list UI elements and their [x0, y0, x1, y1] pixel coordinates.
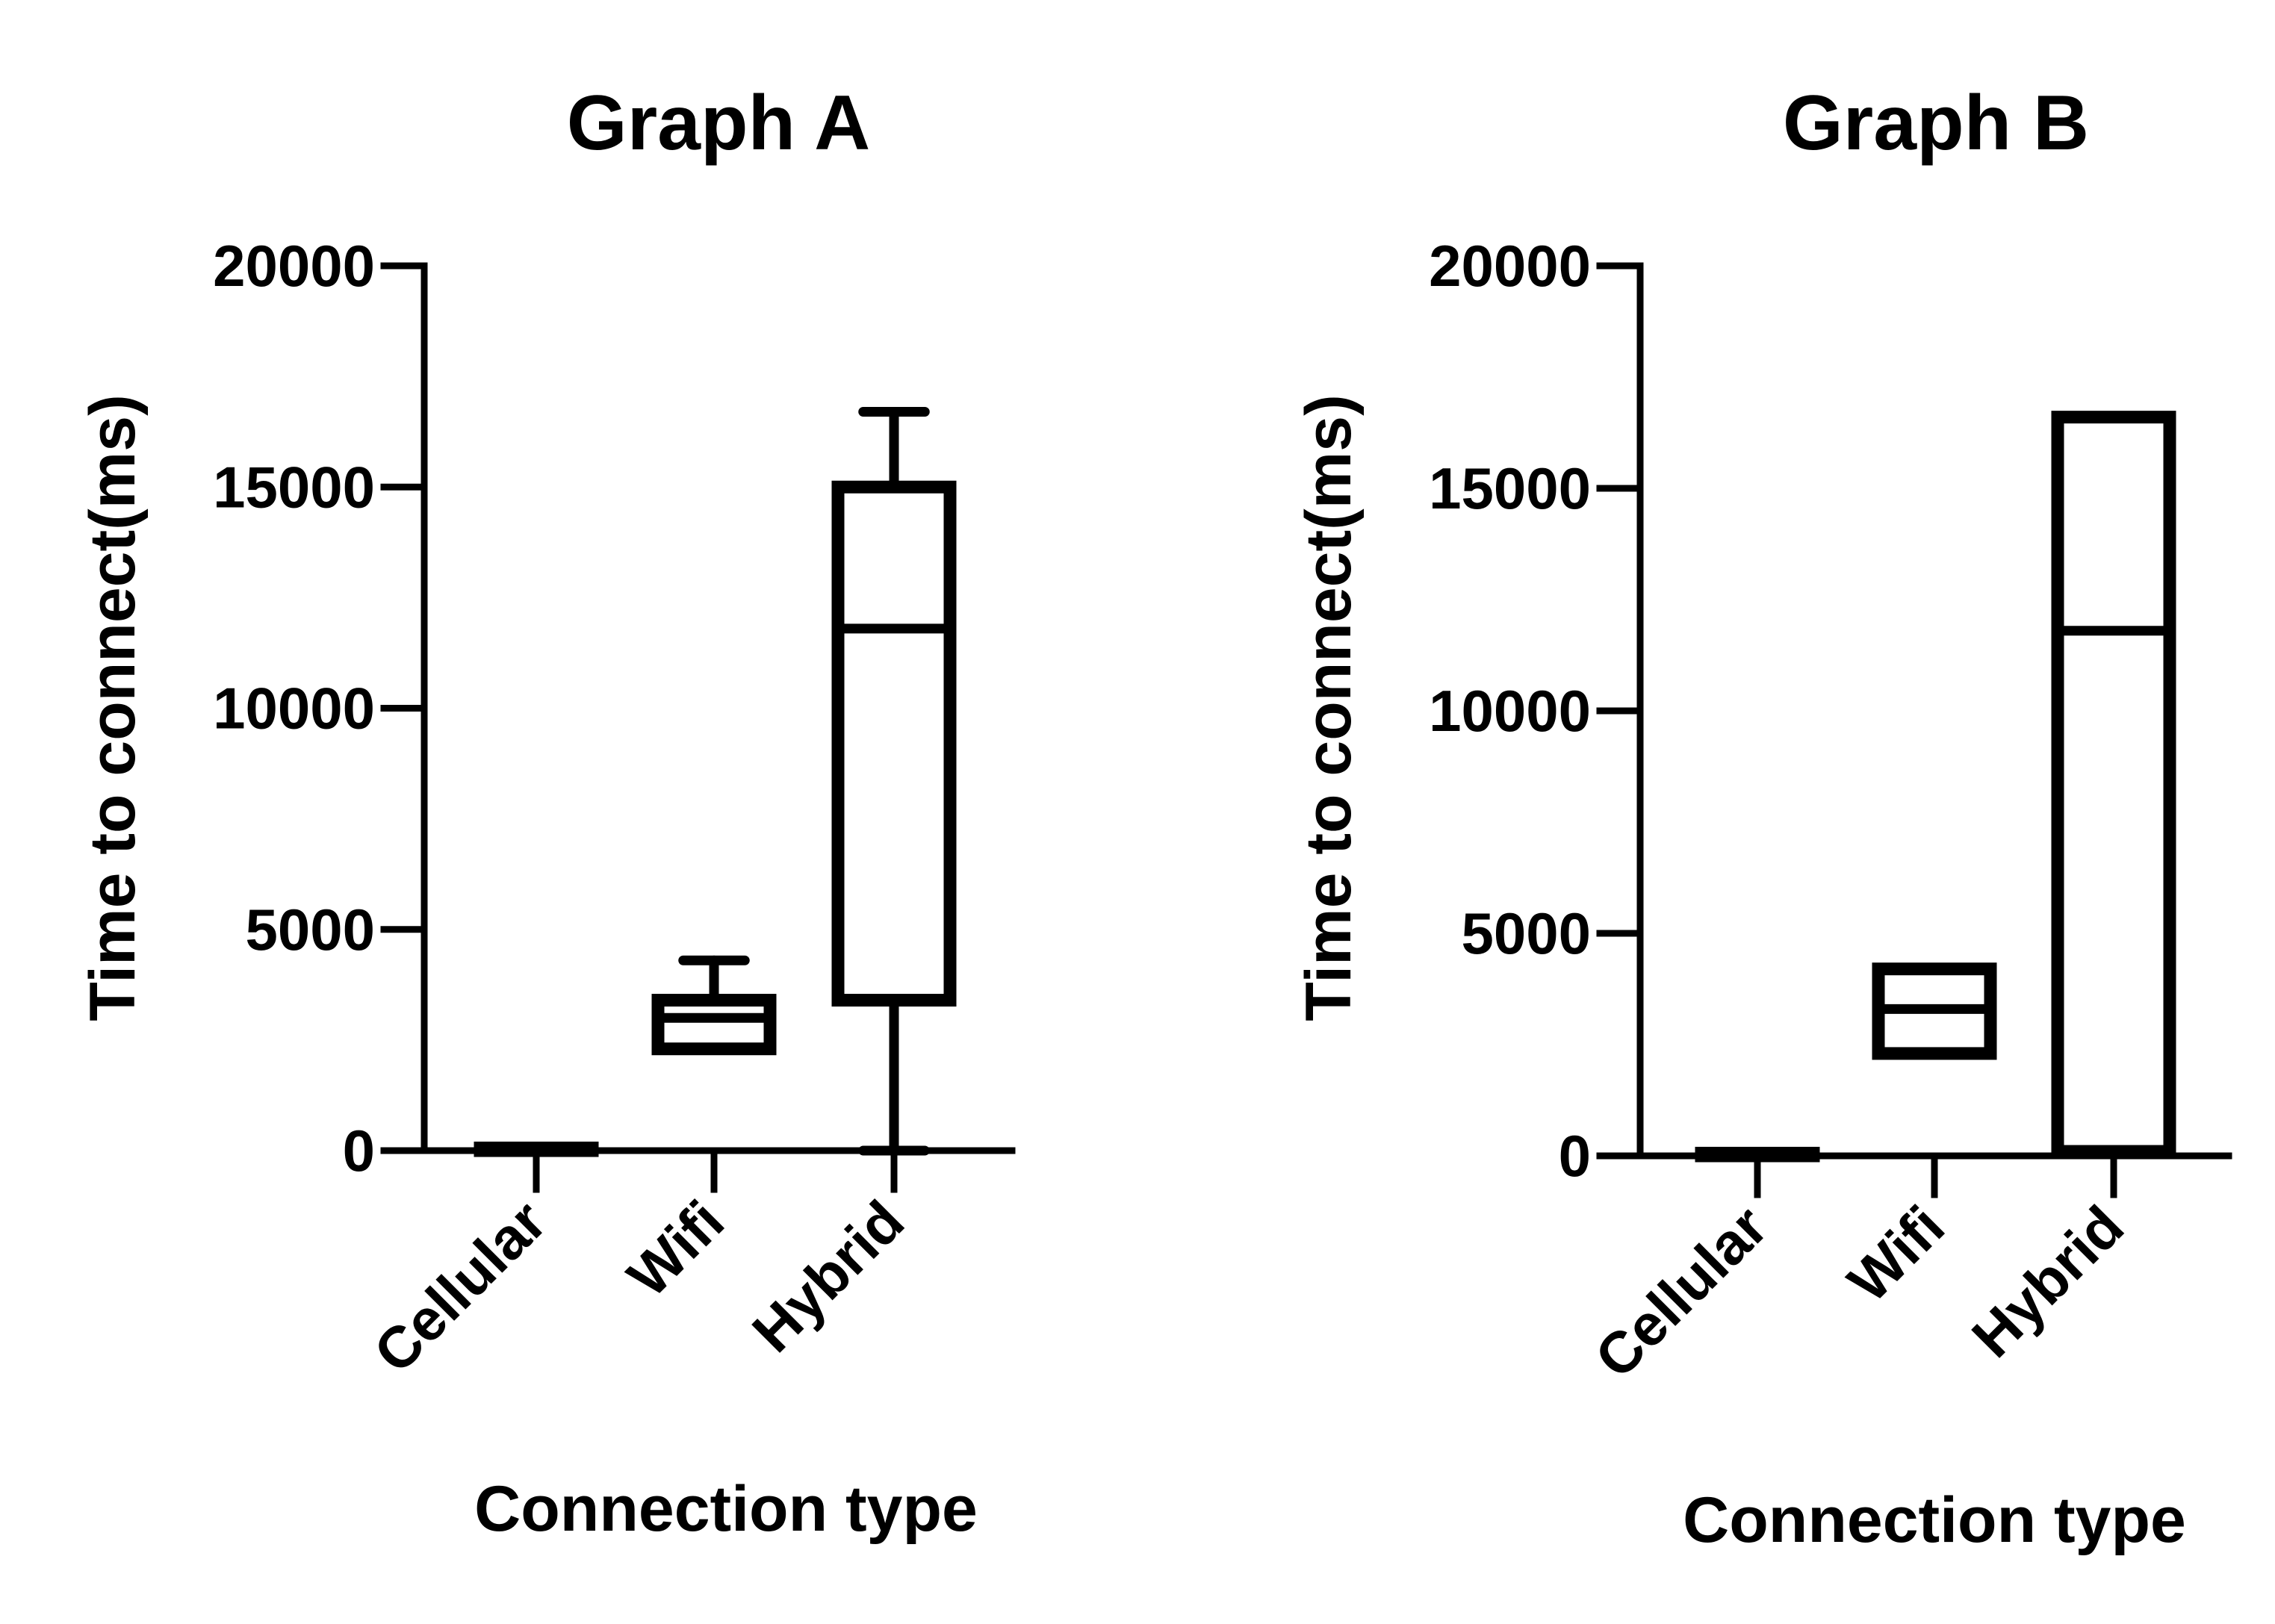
chart-title: Graph A [567, 80, 870, 167]
box-wifi [1872, 962, 1997, 1060]
x-axis-label: Connection type [1683, 1484, 2186, 1556]
y-tick-label: 15000 [1429, 455, 1591, 521]
chart-title: Graph B [1783, 80, 2089, 167]
y-tick-label: 5000 [245, 897, 375, 962]
chart-panel-a: Graph A 0 5000 10000 15000 20000 Cellular Wifi H… [77, 80, 1016, 1545]
y-tick-label: 20000 [213, 233, 375, 299]
box-cellular [474, 1141, 599, 1157]
y-tick-label: 0 [343, 1118, 375, 1183]
x-axis-label: Connection type [474, 1473, 978, 1545]
y-tick-label: 10000 [213, 676, 375, 741]
x-tick-label: Hybrid [1959, 1193, 2136, 1370]
chart-panel-b: Graph B 0 5000 10000 15000 20000 Cellular Wifi H… [1293, 80, 2232, 1556]
y-tick-label: 20000 [1429, 233, 1591, 299]
y-tick-label: 10000 [1429, 678, 1591, 744]
x-tick-label: Hybrid [739, 1188, 916, 1365]
x-tick-label: Wifi [1835, 1193, 1957, 1315]
x-tick-label: Cellular [1582, 1193, 1780, 1391]
box-iqr [651, 994, 777, 1056]
y-tick-label: 15000 [213, 454, 375, 520]
box-hybrid [2051, 411, 2176, 1158]
box-iqr [831, 480, 957, 1007]
x-tick-label: Cellular [361, 1188, 559, 1386]
y-tick-label: 0 [1559, 1123, 1591, 1189]
y-tick-label: 5000 [1461, 900, 1591, 966]
box-iqr [2051, 411, 2176, 1158]
y-axis-label: Time to connect(ms) [1293, 394, 1365, 1021]
y-axis-label: Time to connect(ms) [77, 394, 149, 1021]
x-tick-label: Wifi [615, 1188, 736, 1310]
box-hybrid [831, 407, 957, 1156]
box-wifi [651, 955, 777, 1056]
box-cellular [1695, 1146, 1820, 1163]
